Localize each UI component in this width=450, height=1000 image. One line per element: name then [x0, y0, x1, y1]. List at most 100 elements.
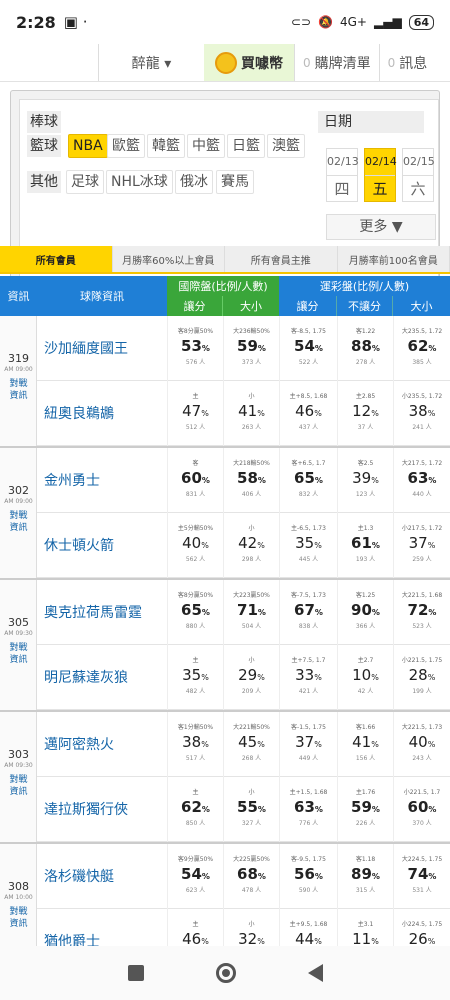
odds-percent-value: 65: [294, 469, 315, 487]
tab-top100[interactable]: 月勝率前100名會員: [338, 246, 450, 272]
category-other[interactable]: 其他: [27, 171, 61, 193]
tab-60pct-members[interactable]: 月勝率60%以上會員: [113, 246, 225, 272]
odds-cell[interactable]: 大223贏50% 71% 504 人: [223, 580, 279, 645]
team-name[interactable]: 紐奧良鵜鶘: [44, 406, 114, 422]
odds-cell[interactable]: 主 46%: [167, 909, 223, 946]
odds-count: 576 人: [185, 359, 206, 366]
odds-cell[interactable]: 主+1.5, 1.68 63% 776 人: [279, 777, 337, 842]
odds-cell[interactable]: 客1.18 89% 315 人: [337, 844, 393, 909]
odds-count: 482 人: [185, 688, 206, 695]
tab-all-members[interactable]: 所有會員: [0, 246, 113, 272]
odds-cell[interactable]: 小221.5, 1.75 28% 199 人: [393, 645, 450, 710]
odds-cell[interactable]: 大217.5, 1.72 63% 440 人: [393, 448, 450, 513]
odds-cell[interactable]: 大221輸50% 45% 268 人: [223, 712, 279, 777]
team-name[interactable]: 休士頓火箭: [44, 538, 114, 554]
odds-cell[interactable]: 客+6.5, 1.7 65% 832 人: [279, 448, 337, 513]
odds-cell[interactable]: 大221.5, 1.73 40% 243 人: [393, 712, 450, 777]
odds-cell[interactable]: 客1.22 88% 278 人: [337, 316, 393, 381]
odds-cell[interactable]: 小221.5, 1.7 60% 370 人: [393, 777, 450, 842]
odds-cell[interactable]: 客8分贏50% 65% 880 人: [167, 580, 223, 645]
odds-cell[interactable]: 大221.5, 1.68 72% 523 人: [393, 580, 450, 645]
odds-count: 437 人: [298, 424, 319, 431]
messages-button[interactable]: 0 訊息: [378, 44, 436, 81]
league-euro[interactable]: 歐籃: [107, 134, 145, 158]
league-japan[interactable]: 日籃: [227, 134, 265, 158]
league-nhl[interactable]: NHL冰球: [106, 170, 173, 194]
odds-cell[interactable]: 客2.5 39% 123 人: [337, 448, 393, 513]
team-name[interactable]: 邁阿密熱火: [44, 737, 114, 753]
matchup-info-link[interactable]: 對戰 資訊: [9, 511, 28, 533]
team-name[interactable]: 達拉斯獨行俠: [44, 802, 128, 818]
odds-cell[interactable]: 小 55% 327 人: [223, 777, 279, 842]
odds-cell[interactable]: 大236輸50% 59% 373 人: [223, 316, 279, 381]
odds-cell[interactable]: 主1.76 59% 226 人: [337, 777, 393, 842]
league-korea[interactable]: 韓籃: [147, 134, 185, 158]
odds-cell[interactable]: 主-6.5, 1.73 35% 445 人: [279, 513, 337, 578]
odds-cell[interactable]: 客1分輸50% 38% 517 人: [167, 712, 223, 777]
odds-percent-value: 60: [181, 469, 202, 487]
recent-apps-icon[interactable]: [127, 965, 144, 981]
team-name[interactable]: 奧克拉荷馬雷霆: [44, 605, 142, 621]
more-dates-button[interactable]: 更多 ▼: [326, 214, 436, 240]
league-australia[interactable]: 澳籃: [267, 134, 305, 158]
odds-cell[interactable]: 小 32%: [223, 909, 279, 946]
odds-cell[interactable]: 客-9.5, 1.75 56% 590 人: [279, 844, 337, 909]
odds-cell[interactable]: 大225贏50% 68% 478 人: [223, 844, 279, 909]
odds-cell[interactable]: 小235.5, 1.72 38% 241 人: [393, 381, 450, 446]
odds-cell[interactable]: 小217.5, 1.72 37% 259 人: [393, 513, 450, 578]
odds-cell[interactable]: 主 62% 850 人: [167, 777, 223, 842]
date-0215[interactable]: 02/15 六: [402, 148, 435, 202]
team-name[interactable]: 洛杉磯快艇: [44, 869, 114, 885]
category-basketball[interactable]: 籃球: [27, 135, 61, 157]
team-name[interactable]: 沙加緬度國王: [44, 341, 128, 357]
date-0213[interactable]: 02/13 四: [326, 148, 359, 202]
odds-cell[interactable]: 客1.66 41% 156 人: [337, 712, 393, 777]
odds-cell[interactable]: 小 29% 209 人: [223, 645, 279, 710]
odds-cell[interactable]: 大218輸50% 58% 406 人: [223, 448, 279, 513]
odds-cell[interactable]: 小224.5, 1.75 26%: [393, 909, 450, 946]
user-menu[interactable]: 醉龍 ▾: [98, 44, 204, 81]
odds-cell[interactable]: 小 42% 298 人: [223, 513, 279, 578]
league-china[interactable]: 中籃: [187, 134, 225, 158]
odds-cell[interactable]: 主3.1 11%: [337, 909, 393, 946]
odds-cell[interactable]: 主2.7 10% 42 人: [337, 645, 393, 710]
odds-count: 523 人: [412, 623, 432, 630]
purchase-list-button[interactable]: 0 購牌清單: [294, 44, 379, 81]
odds-cell[interactable]: 主2.85 12% 37 人: [337, 381, 393, 446]
odds-cell[interactable]: 客-7.5, 1.73 67% 838 人: [279, 580, 337, 645]
odds-cell[interactable]: 主1.3 61% 193 人: [337, 513, 393, 578]
team-name[interactable]: 猶他爵士: [44, 934, 100, 946]
league-soccer[interactable]: 足球: [66, 170, 104, 194]
odds-cell[interactable]: 主5分輸50% 40% 562 人: [167, 513, 223, 578]
odds-cell[interactable]: 客-1.5, 1.75 37% 449 人: [279, 712, 337, 777]
tab-all-picks[interactable]: 所有會員主推: [225, 246, 338, 272]
odds-cell[interactable]: 主 47% 512 人: [167, 381, 223, 446]
team-name[interactable]: 明尼蘇達灰狼: [44, 670, 128, 686]
odds-cell[interactable]: 大224.5, 1.75 74% 531 人: [393, 844, 450, 909]
date-0214[interactable]: 02/14 五: [364, 148, 397, 202]
matchup-info-link[interactable]: 對戰 資訊: [9, 775, 28, 797]
odds-cell[interactable]: 小 41% 263 人: [223, 381, 279, 446]
league-nba[interactable]: NBA: [68, 134, 108, 158]
percent-sign: %: [257, 673, 265, 682]
odds-cell[interactable]: 主+8.5, 1.68 46% 437 人: [279, 381, 337, 446]
team-name[interactable]: 金州勇士: [44, 473, 100, 489]
league-horse-racing[interactable]: 賽馬: [216, 170, 254, 194]
odds-cell[interactable]: 客9分贏50% 54% 623 人: [167, 844, 223, 909]
category-baseball[interactable]: 棒球: [27, 111, 61, 133]
back-icon[interactable]: [307, 964, 323, 982]
odds-cell[interactable]: 主 35% 482 人: [167, 645, 223, 710]
odds-cell[interactable]: 客-8.5, 1.75 54% 522 人: [279, 316, 337, 381]
odds-cell[interactable]: 客1.25 90% 366 人: [337, 580, 393, 645]
matchup-info-link[interactable]: 對戰 資訊: [9, 379, 28, 401]
matchup-info-link[interactable]: 對戰 資訊: [9, 907, 28, 929]
odds-cell[interactable]: 主+7.5, 1.7 33% 421 人: [279, 645, 337, 710]
matchup-info-link[interactable]: 對戰 資訊: [9, 643, 28, 665]
odds-cell[interactable]: 客8分贏50% 53% 576 人: [167, 316, 223, 381]
buy-coins-button[interactable]: 買噱幣: [204, 44, 294, 81]
league-russia-hockey[interactable]: 俄冰: [175, 170, 213, 194]
home-icon[interactable]: [215, 963, 236, 983]
odds-cell[interactable]: 客 60% 831 人: [167, 448, 223, 513]
odds-cell[interactable]: 主+9.5, 1.68 44%: [279, 909, 337, 946]
odds-cell[interactable]: 大235.5, 1.72 62% 385 人: [393, 316, 450, 381]
